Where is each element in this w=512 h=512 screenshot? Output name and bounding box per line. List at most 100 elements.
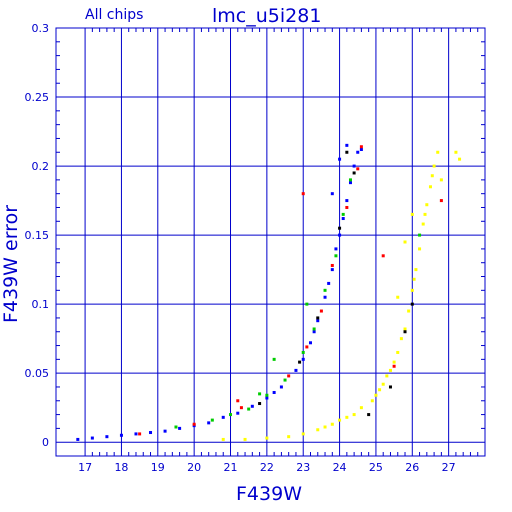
data-point: [403, 240, 407, 244]
data-point: [381, 382, 385, 386]
data-point: [258, 402, 262, 406]
data-point: [359, 147, 363, 151]
data-point: [352, 171, 356, 175]
data-point: [341, 212, 345, 216]
plot-frame: [55, 27, 486, 457]
data-point: [265, 393, 269, 397]
data-point: [287, 435, 291, 439]
data-point: [345, 415, 349, 419]
data-point: [316, 428, 320, 432]
y-tick-label: 0.2: [32, 160, 50, 173]
y-tick-label: 0.3: [32, 22, 50, 35]
data-point: [352, 164, 356, 168]
data-point: [163, 429, 167, 433]
data-point: [138, 432, 142, 436]
data-point: [359, 145, 363, 149]
data-point: [265, 396, 269, 400]
data-point: [381, 254, 385, 258]
data-point: [432, 164, 436, 168]
data-point: [287, 374, 291, 378]
data-point: [392, 364, 396, 368]
axis-ticks: [56, 28, 485, 456]
data-point: [425, 203, 429, 207]
data-point: [90, 436, 94, 440]
data-point: [301, 192, 305, 196]
data-point: [439, 199, 443, 203]
data-point: [370, 399, 374, 403]
data-point: [316, 316, 320, 320]
data-point: [323, 425, 327, 429]
data-point: [301, 432, 305, 436]
data-point: [272, 357, 276, 361]
grid: [56, 27, 485, 456]
data-point: [239, 406, 243, 410]
data-point: [221, 415, 225, 419]
data-point: [439, 178, 443, 182]
data-point: [229, 413, 233, 417]
data-point: [323, 288, 327, 292]
data-point: [374, 393, 378, 397]
data-point: [236, 411, 240, 415]
data-point: [334, 247, 338, 251]
data-point: [388, 385, 392, 389]
data-point: [428, 185, 432, 189]
data-point: [221, 437, 225, 441]
data-point: [423, 212, 427, 216]
data-point: [418, 247, 422, 251]
y-tick-label: 0.25: [25, 91, 50, 104]
data-point: [76, 437, 80, 441]
data-point: [345, 143, 349, 147]
data-point: [454, 150, 458, 154]
data-point: [327, 281, 331, 285]
data-point: [403, 330, 407, 334]
x-tick-label: 20: [187, 461, 201, 474]
data-point: [149, 431, 153, 435]
data-point: [236, 399, 240, 403]
y-tick-label: 0.15: [25, 229, 50, 242]
data-point: [407, 309, 411, 313]
data-point: [334, 254, 338, 258]
data-point: [399, 337, 403, 341]
data-point: [105, 435, 109, 439]
data-point: [345, 199, 349, 203]
data-point: [330, 422, 334, 426]
y-axis-label: F439W error: [0, 205, 22, 323]
data-point: [421, 222, 425, 226]
data-point: [345, 205, 349, 209]
data-point: [388, 368, 392, 372]
data-point: [338, 233, 342, 237]
x-tick-label: 18: [114, 461, 128, 474]
data-point: [319, 309, 323, 313]
x-tick-label: 23: [296, 461, 310, 474]
x-tick-label: 17: [78, 461, 92, 474]
data-point: [352, 413, 356, 417]
y-tick-label: 0.05: [25, 367, 50, 380]
data-point: [279, 385, 283, 389]
y-tick-labels: 0 0.05 0.1 0.15 0.2 0.25 0.3: [25, 22, 50, 449]
x-tick-label: 27: [442, 461, 456, 474]
data-point: [305, 302, 309, 306]
data-point: [243, 437, 247, 441]
data-point: [308, 341, 312, 345]
data-point: [250, 404, 254, 408]
data-point: [298, 360, 302, 364]
data-point: [338, 157, 342, 161]
data-point: [396, 350, 400, 354]
data-point: [356, 167, 360, 171]
data-point: [410, 212, 414, 216]
data-point: [458, 157, 462, 161]
data-point: [418, 233, 422, 237]
data-point: [178, 426, 182, 430]
x-tick-label: 19: [151, 461, 165, 474]
data-point: [385, 374, 389, 378]
data-point: [247, 407, 251, 411]
data-point: [301, 357, 305, 361]
data-point: [348, 178, 352, 182]
data-point: [367, 413, 371, 417]
data-point: [134, 432, 138, 436]
data-point: [323, 295, 327, 299]
data-point: [414, 268, 418, 272]
data-point: [305, 345, 309, 349]
data-point: [403, 327, 407, 331]
data-point: [210, 418, 214, 422]
